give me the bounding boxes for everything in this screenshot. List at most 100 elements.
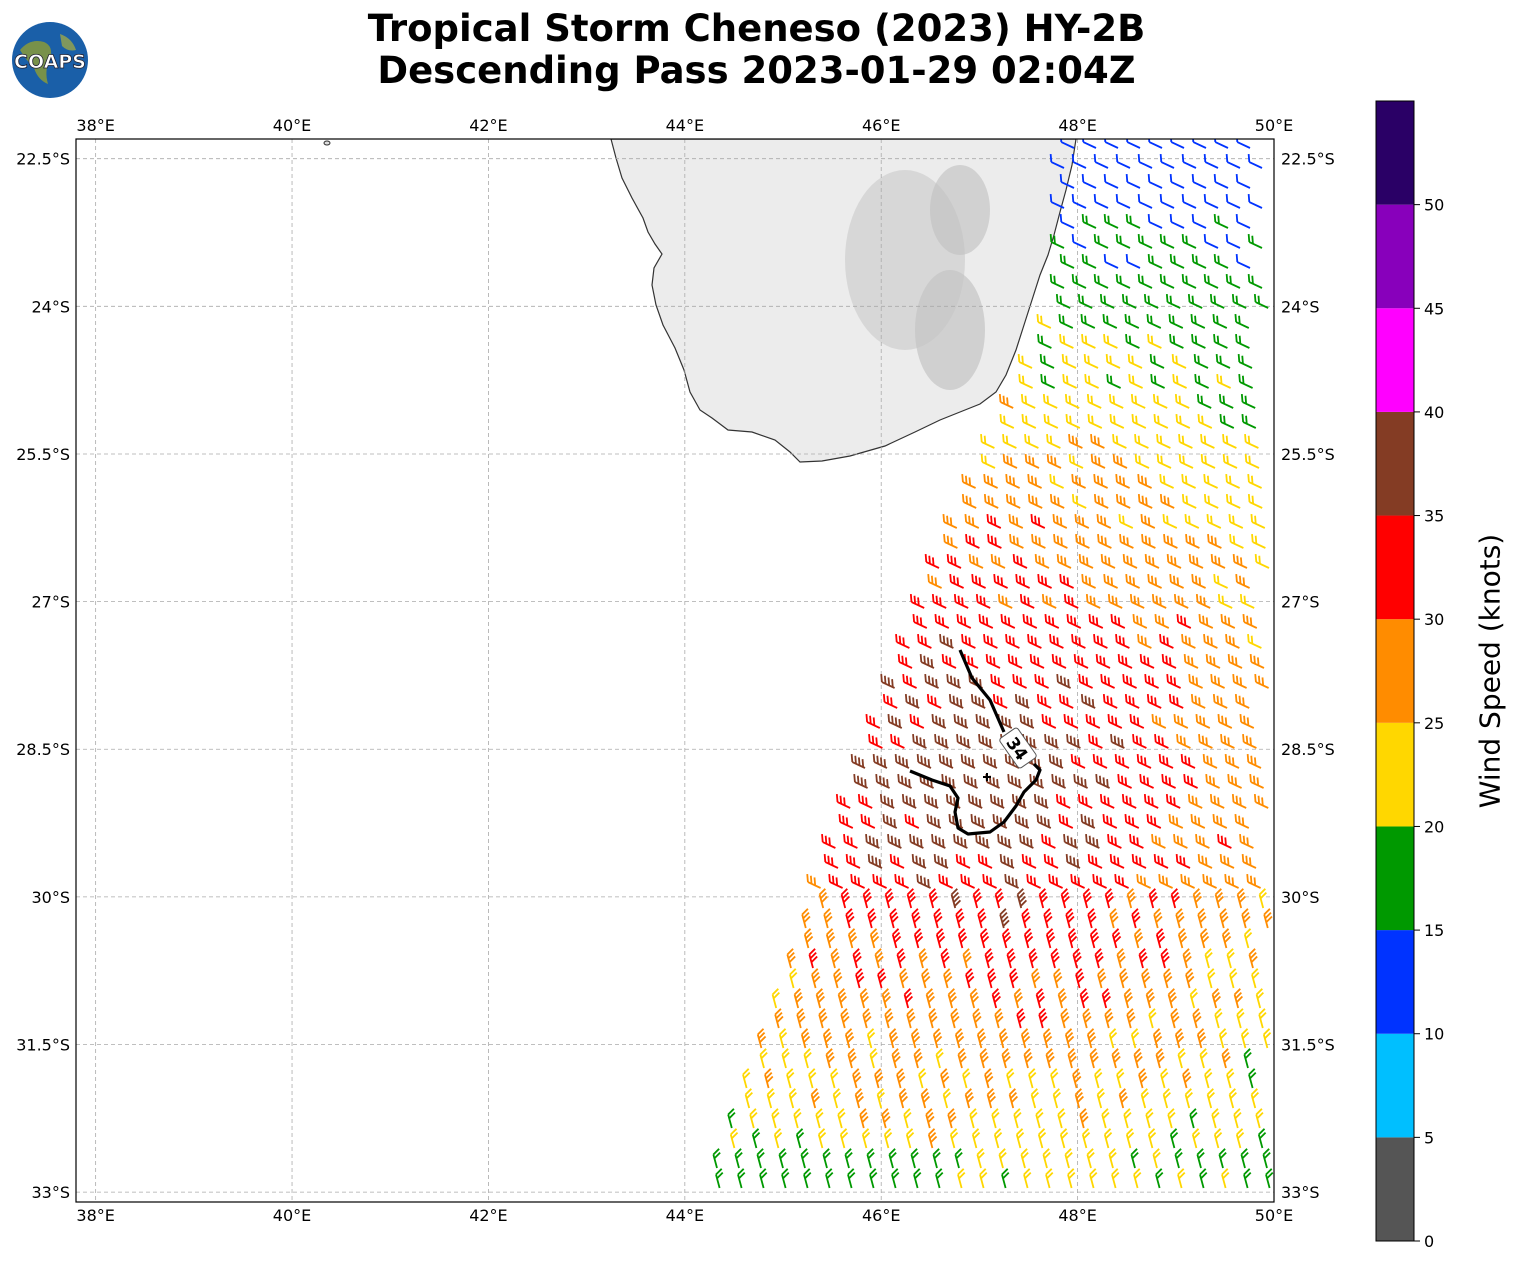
wind-barb — [1169, 173, 1185, 189]
wind-barb — [1129, 713, 1145, 729]
wind-barb — [1006, 1068, 1015, 1089]
wind-barb — [1228, 513, 1244, 529]
lon-tick-label-top: 46°E — [862, 116, 900, 135]
wind-barb — [1109, 413, 1125, 429]
wind-barb — [1050, 948, 1060, 969]
wind-barb — [1203, 633, 1218, 649]
wind-barb — [1078, 673, 1093, 689]
lat-tick-label-left: 30°S — [31, 888, 70, 907]
wind-barb — [1104, 888, 1115, 909]
colorbar-tick-label: 0 — [1424, 1232, 1434, 1251]
wind-barb — [1125, 213, 1141, 229]
wind-barb — [1045, 1048, 1055, 1069]
wind-barb — [1044, 613, 1060, 629]
wind-barb — [918, 1068, 927, 1089]
lon-tick-label-bottom: 38°E — [76, 1206, 114, 1225]
wind-barb — [1066, 613, 1082, 629]
wind-barb — [1188, 553, 1204, 569]
wind-barb — [1227, 773, 1242, 789]
wind-barb — [994, 1008, 1004, 1029]
wind-barb — [845, 908, 855, 929]
wind-barb — [1225, 193, 1241, 209]
wind-barb — [1246, 873, 1261, 889]
wind-barb — [1141, 968, 1151, 989]
wind-barb — [1107, 593, 1123, 609]
wind-barb — [869, 928, 880, 949]
wind-barb — [825, 1048, 835, 1069]
wind-barb — [905, 1128, 915, 1149]
wind-barb — [1190, 313, 1206, 329]
wind-barb — [1081, 253, 1097, 269]
wind-barb — [1150, 373, 1165, 389]
wind-barb — [1112, 433, 1127, 449]
wind-barb — [1073, 773, 1088, 789]
wind-barb — [913, 928, 924, 949]
wind-barb — [1108, 1148, 1117, 1169]
colorbar-tick-label: 30 — [1424, 610, 1444, 629]
wind-barb — [1115, 473, 1130, 489]
wind-barb — [1213, 333, 1228, 349]
wind-barb — [927, 1128, 938, 1149]
wind-barb — [963, 773, 978, 789]
wind-barb — [1049, 473, 1064, 489]
wind-barb — [932, 1028, 943, 1049]
wind-barb — [1235, 139, 1251, 149]
wind-barb — [828, 873, 843, 889]
wind-barb — [1071, 473, 1086, 489]
wind-barb — [1038, 888, 1049, 909]
wind-barb — [882, 813, 898, 829]
wind-barb — [1035, 988, 1046, 1009]
wind-barb — [1119, 968, 1129, 989]
wind-barb — [1042, 1148, 1051, 1169]
wind-barb — [982, 873, 997, 889]
wind-barb — [1203, 493, 1219, 509]
wind-barb — [1214, 888, 1225, 909]
wind-barb — [1215, 353, 1231, 369]
wind-barb — [1063, 593, 1079, 609]
wind-barb — [1190, 693, 1206, 709]
wind-barb — [1123, 1108, 1132, 1129]
wind-barb — [1148, 888, 1159, 909]
lon-tick-label-bottom: 42°E — [469, 1206, 507, 1225]
wind-barb — [913, 1048, 923, 1069]
wind-barb — [1103, 1128, 1113, 1149]
wind-barb — [979, 1048, 989, 1069]
wind-barb — [962, 1068, 971, 1089]
wind-barb — [1115, 633, 1130, 649]
wind-barb — [1262, 1148, 1271, 1169]
wind-barb — [1235, 213, 1251, 229]
wind-barb — [987, 968, 997, 989]
wind-barb — [1175, 908, 1185, 929]
wind-barb — [1247, 473, 1262, 489]
wind-barb — [1093, 273, 1109, 289]
wind-barb — [1212, 693, 1228, 709]
wind-barb — [844, 1028, 855, 1049]
wind-barb — [972, 1008, 982, 1029]
wind-barb — [1012, 673, 1027, 689]
wind-barb — [1052, 513, 1068, 529]
wind-barb — [1085, 593, 1101, 609]
wind-barb — [1078, 553, 1094, 569]
wind-barb — [1016, 1008, 1026, 1029]
wind-barb — [1051, 653, 1067, 669]
wind-barb — [818, 888, 829, 909]
wind-barb — [1159, 633, 1174, 649]
wind-barb — [796, 1008, 806, 1029]
wind-barb — [1114, 753, 1130, 769]
wind-barb — [1178, 433, 1193, 449]
wind-barb — [1166, 673, 1181, 689]
wind-barb — [903, 988, 914, 1009]
wind-barb — [1156, 433, 1171, 449]
wind-barb — [960, 873, 975, 889]
wind-barb — [1241, 413, 1257, 429]
wind-barb — [1037, 573, 1052, 589]
wind-barb — [928, 888, 939, 909]
wind-barb — [1263, 908, 1273, 929]
wind-barb — [965, 968, 975, 989]
wind-barb — [1225, 473, 1240, 489]
wind-barb — [1102, 313, 1118, 329]
wind-barb — [1065, 853, 1081, 869]
wind-barb — [909, 833, 924, 849]
wind-barb — [969, 988, 980, 1009]
wind-barb — [911, 853, 927, 869]
